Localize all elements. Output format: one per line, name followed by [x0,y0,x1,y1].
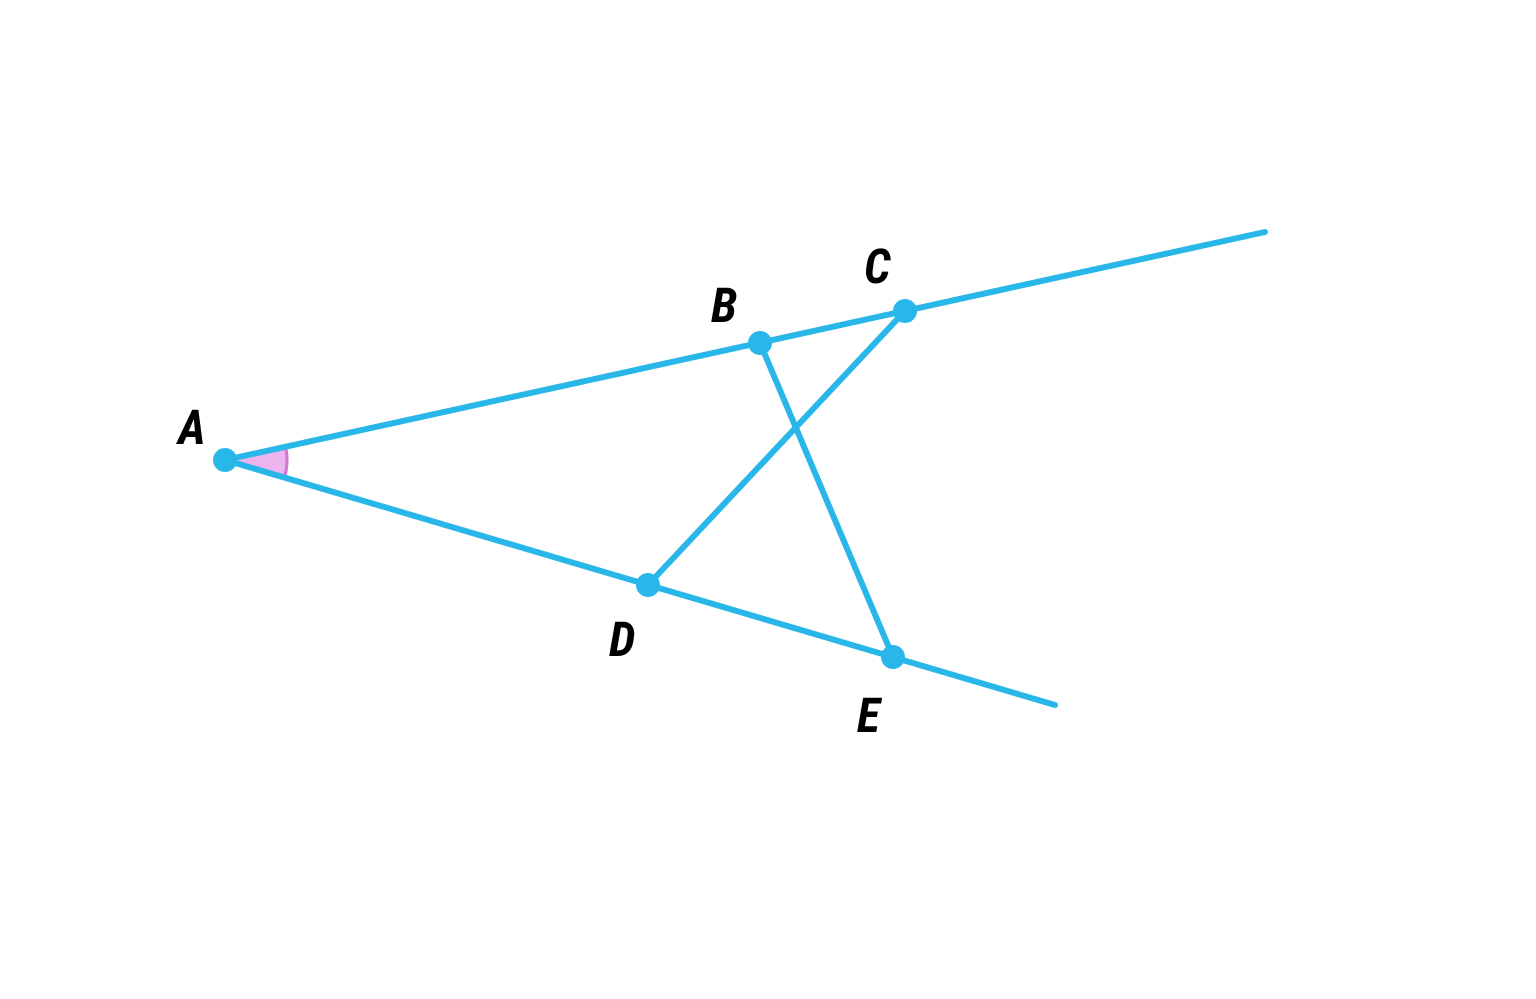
point-E [881,645,905,669]
point-C [893,299,917,323]
segment-C-D [648,311,905,585]
label-B: B [711,277,737,334]
label-C: C [864,238,891,295]
label-A: A [175,399,206,456]
segment-A-ray_top_end [225,232,1265,460]
label-E: E [857,687,883,744]
point-A [213,448,237,472]
point-D [636,573,660,597]
point-B [748,331,772,355]
segment-B-E [760,343,893,657]
label-D: D [609,611,635,668]
